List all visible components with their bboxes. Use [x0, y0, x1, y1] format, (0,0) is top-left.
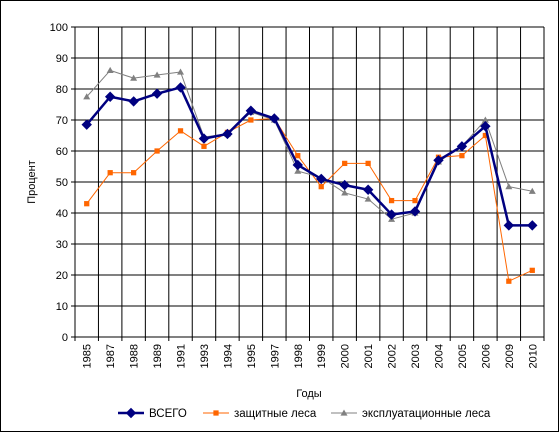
legend-item-1: защитные леса	[203, 408, 317, 420]
data-point	[269, 113, 280, 124]
data-point	[388, 197, 395, 204]
data-point	[177, 68, 185, 75]
x-tick-labels: 1985 1987 1988 1989 1991 1993 1994 1995 1997 1998…	[82, 344, 540, 368]
data-point	[83, 93, 91, 100]
data-point	[245, 105, 257, 116]
x-tick-label: 2000	[340, 344, 352, 368]
data-point	[409, 206, 421, 217]
data-point	[433, 155, 444, 166]
data-point	[104, 91, 116, 102]
y-tick-label: 60	[56, 146, 68, 158]
data-point	[480, 120, 491, 132]
legend: ВСЕГО защитные леса эксплуатационные леса	[118, 407, 491, 420]
x-axis-title: Годы	[296, 388, 322, 400]
x-tick-label: 1985	[82, 344, 94, 368]
data-point	[128, 96, 139, 107]
data-point	[386, 209, 397, 220]
data-point	[528, 187, 536, 194]
data-point	[107, 170, 113, 176]
data-point	[412, 197, 418, 204]
data-point	[222, 128, 233, 140]
legend-item-0: ВСЕГО	[118, 407, 187, 420]
series-layer	[81, 66, 538, 284]
y-tick-label: 70	[56, 115, 68, 127]
data-point	[362, 184, 374, 195]
data-point	[177, 128, 184, 134]
data-point	[175, 82, 186, 93]
data-point	[84, 201, 90, 207]
x-tick-label: 2003	[410, 344, 422, 368]
y-axis-title: Процент	[26, 160, 38, 204]
x-tick-label: 1997	[269, 344, 281, 368]
data-point	[339, 179, 350, 191]
data-point	[456, 141, 468, 152]
legend-marker	[340, 409, 348, 416]
y-tick-label: 100	[50, 22, 68, 34]
data-point	[316, 173, 327, 185]
data-point	[527, 220, 538, 231]
data-point	[130, 74, 138, 81]
legend-label: эксплуатационные леса	[362, 408, 491, 420]
y-tick-label: 30	[56, 239, 68, 251]
x-tick-label: 2001	[363, 344, 375, 368]
data-point	[154, 148, 160, 154]
x-tick-label: 2009	[504, 344, 516, 368]
x-tick-label: 1991	[176, 344, 188, 368]
data-point	[341, 189, 349, 196]
x-tick-label: 1988	[129, 344, 141, 368]
y-tick-label: 0	[62, 332, 68, 344]
legend-marker	[125, 407, 137, 419]
y-tick-label: 50	[56, 177, 68, 189]
legend-marker	[213, 410, 219, 416]
series-0	[81, 82, 538, 231]
y-tick-labels: 0 10 20 30 40 50 60 70 80 90 100	[50, 22, 68, 344]
y-tick-label: 40	[56, 208, 68, 220]
x-tick-label: 2002	[387, 344, 399, 368]
x-tick-label: 1999	[316, 344, 328, 368]
data-point	[106, 66, 114, 74]
data-point	[364, 195, 372, 202]
x-tick-label: 2005	[457, 344, 469, 368]
legend-label: ВСЕГО	[149, 408, 187, 420]
x-tick-label: 2010	[527, 344, 539, 368]
x-tick-label: 1998	[293, 344, 305, 368]
data-point	[365, 160, 371, 167]
data-point	[342, 160, 348, 167]
data-point	[292, 159, 303, 171]
data-point	[198, 133, 210, 144]
data-point	[459, 153, 465, 159]
data-point	[151, 88, 163, 99]
legend-label: защитные леса	[234, 408, 317, 420]
data-point	[131, 170, 137, 176]
data-point	[201, 143, 207, 149]
y-tick-label: 80	[56, 84, 68, 96]
x-tick-label: 1987	[105, 344, 117, 368]
data-point	[295, 153, 301, 159]
data-point	[318, 184, 324, 190]
legend-item-2: эксплуатационные леса	[331, 408, 491, 420]
data-point	[506, 278, 512, 284]
data-point	[81, 119, 92, 130]
data-point	[505, 183, 513, 190]
y-tick-label: 10	[56, 301, 68, 313]
data-point	[153, 71, 161, 78]
y-tick-label: 20	[56, 270, 68, 282]
x-tick-label: 1994	[222, 344, 234, 368]
data-point	[294, 167, 302, 174]
data-point	[248, 117, 254, 123]
y-tick-label: 90	[56, 53, 68, 65]
data-point	[481, 116, 489, 123]
x-tick-label: 2004	[433, 344, 445, 368]
data-point	[482, 132, 488, 139]
x-tick-label: 2006	[480, 344, 492, 368]
data-point	[529, 267, 535, 273]
grid-lines	[71, 26, 545, 341]
x-tick-label: 1989	[152, 344, 164, 368]
data-point	[503, 220, 515, 231]
x-tick-label: 1993	[199, 344, 211, 368]
x-tick-label: 1995	[246, 344, 258, 368]
